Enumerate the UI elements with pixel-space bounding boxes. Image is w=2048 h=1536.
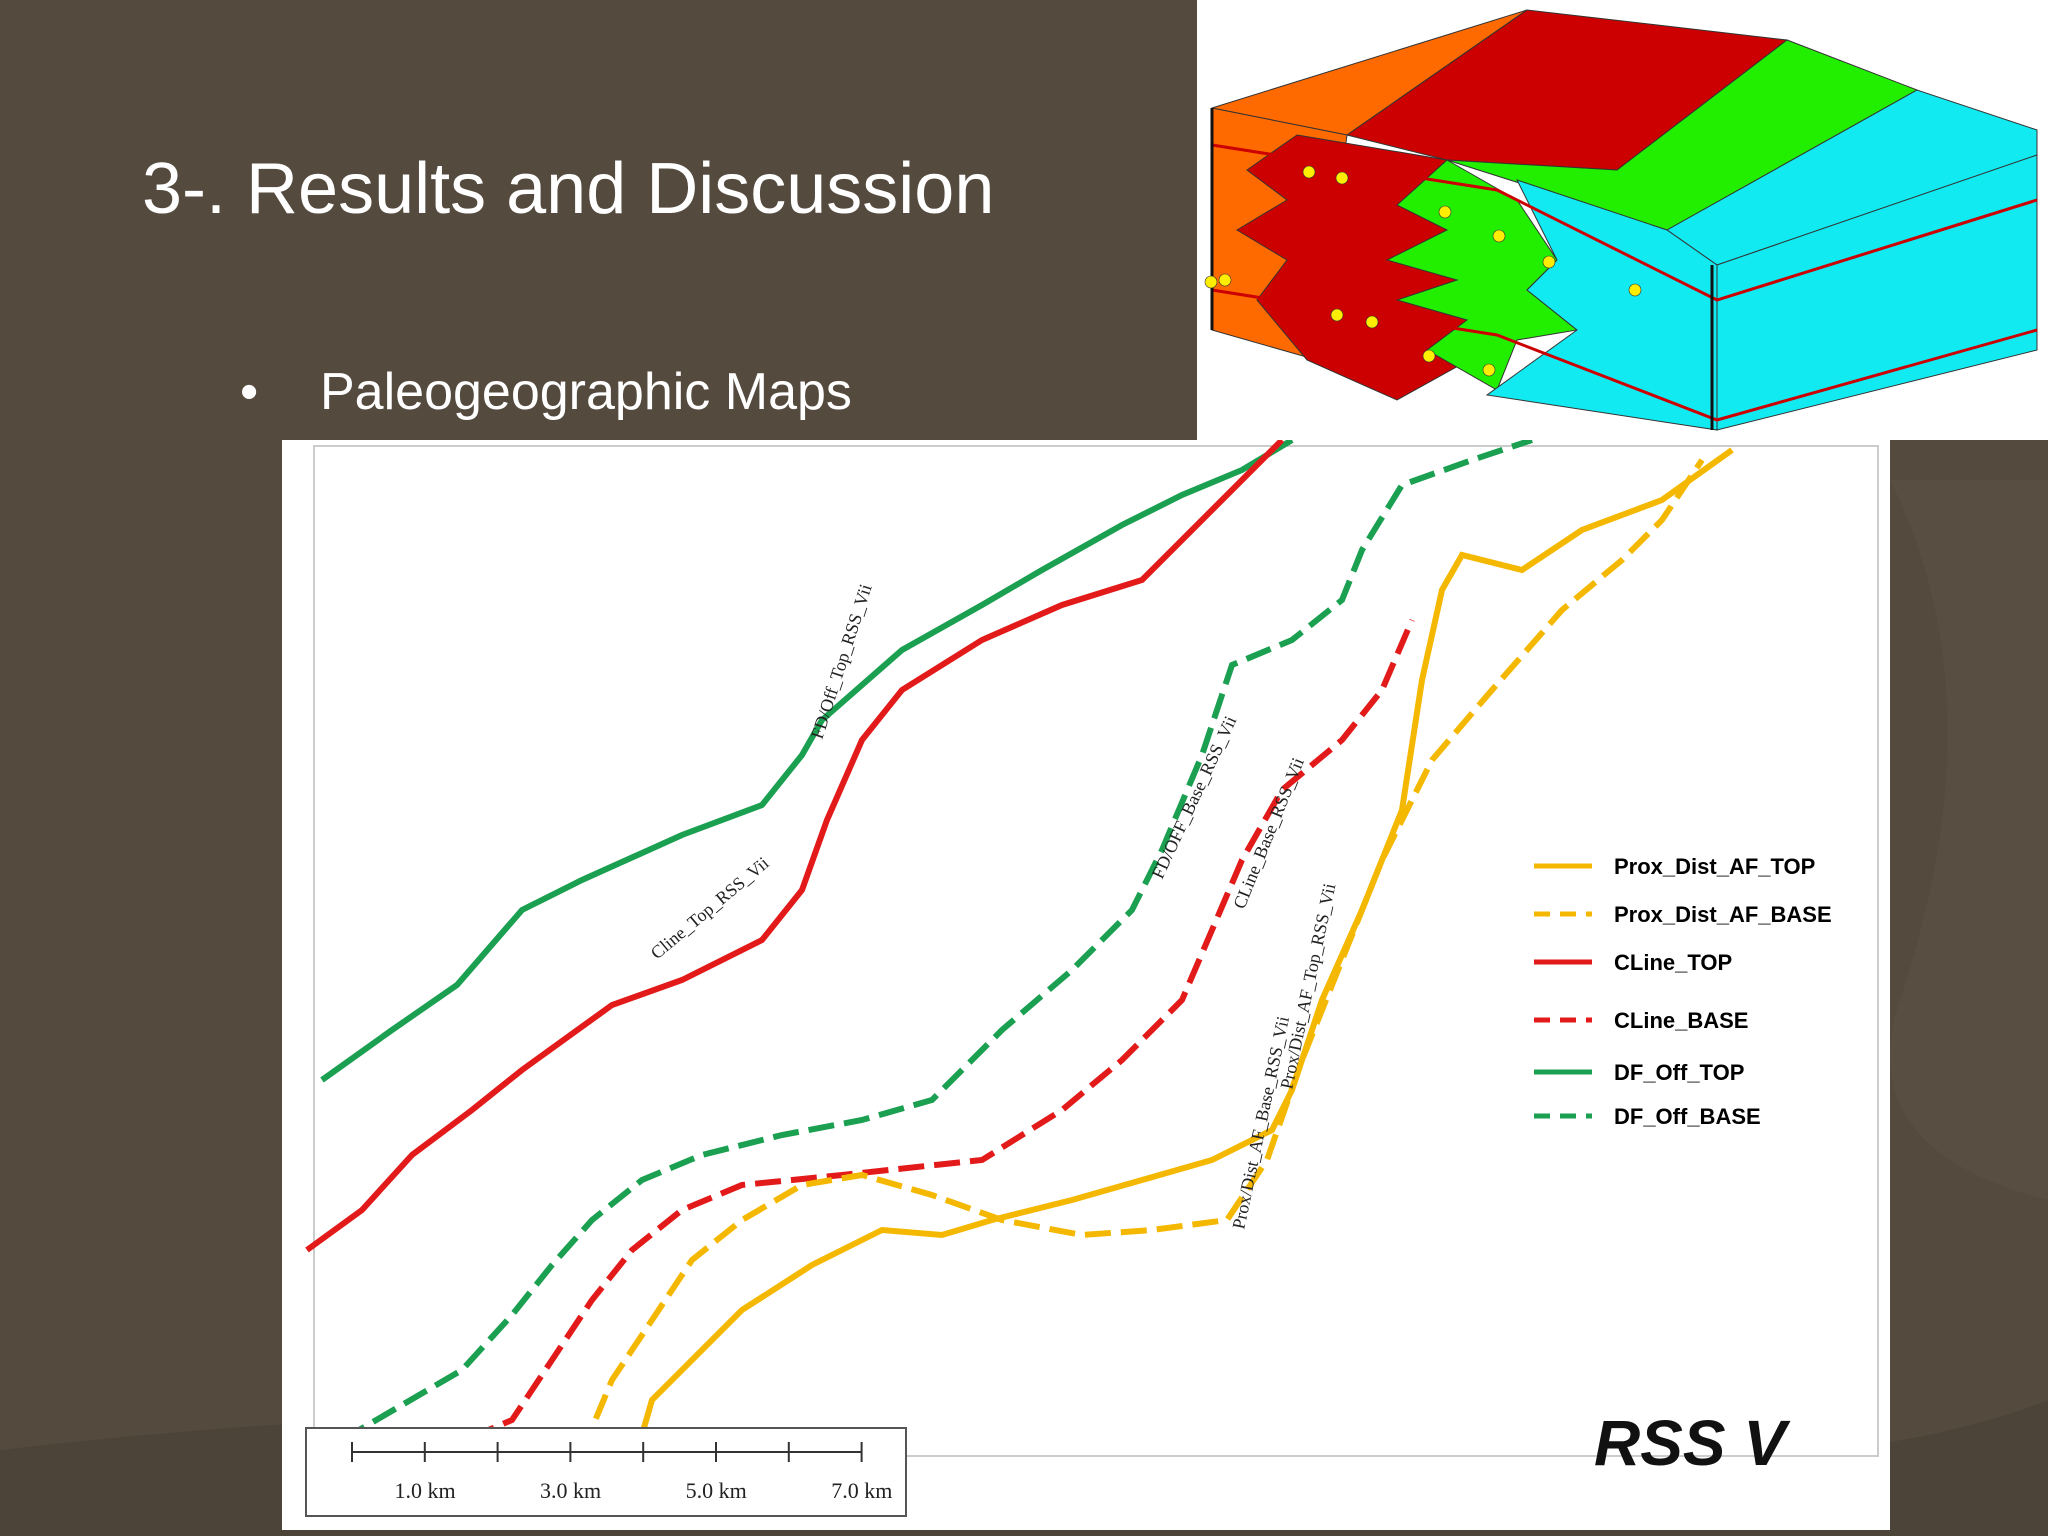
prox-dist-base-line	[579, 458, 1705, 1454]
block-diagram	[1197, 0, 2048, 440]
scale-bar: 1.0 km 3.0 km 5.0 km 7.0 km	[305, 1427, 907, 1517]
scale-label: 7.0 km	[831, 1478, 892, 1503]
paleogeographic-map: FD/Off_Top_RSS_Vii Cline_Top_RSS_Vii FD/…	[282, 440, 1890, 1530]
bullet-marker: •	[240, 363, 259, 421]
horizon-line	[1211, 288, 2038, 422]
star-markers	[1204, 165, 1642, 377]
legend-label: CLine_BASE	[1614, 1008, 1748, 1033]
legend-label: DF_Off_BASE	[1614, 1104, 1761, 1129]
legend-label: CLine_TOP	[1614, 950, 1732, 975]
label-prox-base: Prox/Dist_AF_Base_RSS_Vii	[1228, 1014, 1293, 1230]
label-fd-off-base: FD/OFF_Base_RSS_Vii	[1147, 713, 1240, 882]
df-off-top-line	[320, 440, 1294, 1083]
bullet-item: • Paleogeographic Maps	[240, 362, 852, 422]
legend-label: DF_Off_TOP	[1614, 1060, 1744, 1085]
panel-label: RSS V	[1594, 1407, 1791, 1479]
front-cyan	[1485, 179, 1718, 431]
prox-dist-top-line	[634, 447, 1734, 1453]
df-off-base-line	[340, 440, 1533, 1443]
scale-label: 5.0 km	[686, 1478, 747, 1503]
bullet-text: Paleogeographic Maps	[320, 363, 852, 421]
cline-top-line	[305, 440, 1285, 1253]
map-frame	[313, 445, 1879, 1457]
scale-label: 1.0 km	[394, 1478, 455, 1503]
slide-title: 3-. Results and Discussion	[142, 149, 995, 229]
horizon-line	[1211, 143, 2038, 302]
scale-label: 3.0 km	[540, 1478, 601, 1503]
label-cline-base: CLine_Base_RSS_Vii	[1229, 755, 1308, 912]
map-legend: Prox_Dist_AF_TOP Prox_Dist_AF_BASE CLine_T…	[1534, 854, 1832, 1129]
label-fd-off-top: FD/Off_Top_RSS_Vii	[807, 582, 876, 742]
legend-label: Prox_Dist_AF_BASE	[1614, 902, 1832, 927]
cline-base-line	[435, 618, 1415, 1455]
legend-label: Prox_Dist_AF_TOP	[1614, 854, 1815, 879]
